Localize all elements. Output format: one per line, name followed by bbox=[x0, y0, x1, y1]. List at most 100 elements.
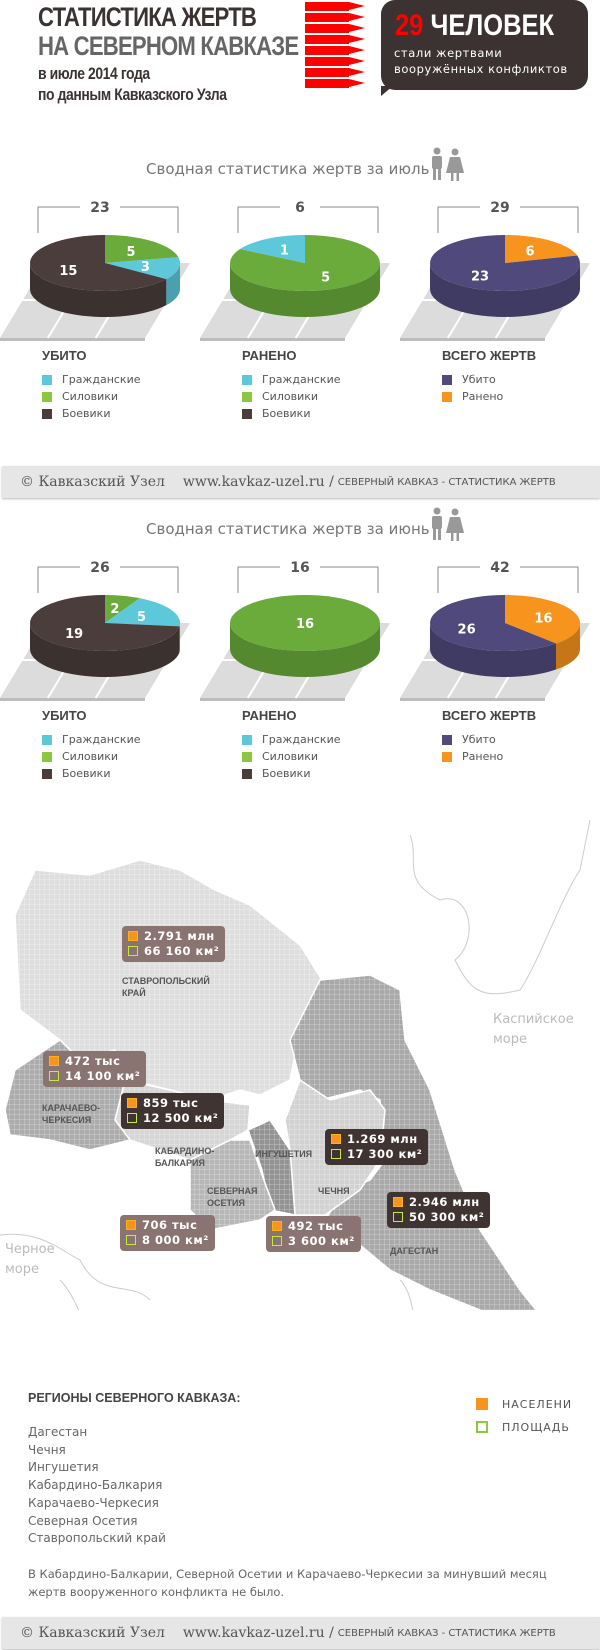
slice-value-label: 16 bbox=[296, 617, 314, 632]
population-value: 859 тыс bbox=[143, 1096, 199, 1110]
area-value: 12 500 км² bbox=[143, 1111, 219, 1125]
slice-value-label: 1 bbox=[280, 244, 289, 259]
population-icon bbox=[49, 1056, 59, 1066]
total-label: 6 bbox=[295, 200, 305, 216]
section-title: Сводная статистика жертв за июнь bbox=[146, 520, 430, 538]
population-value: 2.946 млн bbox=[409, 1195, 480, 1209]
people-icon bbox=[432, 507, 464, 541]
chart-label: УБИТО bbox=[42, 348, 87, 363]
pie-slice-side bbox=[430, 623, 557, 677]
legend-text: Убито bbox=[462, 733, 496, 746]
population-icon bbox=[393, 1197, 403, 1207]
legend-text: Убито bbox=[462, 373, 496, 386]
legend-text: Силовики bbox=[262, 750, 319, 763]
legend-item: Гражданские bbox=[42, 731, 141, 748]
chart-label: ВСЕГО ЖЕРТВ bbox=[442, 708, 537, 723]
region-callout[interactable]: 492 тыс 3 600 км² bbox=[266, 1216, 361, 1252]
area-value: 3 600 км² bbox=[288, 1234, 355, 1248]
legend-item: Силовики bbox=[242, 748, 341, 765]
legend-swatch bbox=[242, 734, 252, 745]
area-value: 50 300 км² bbox=[409, 1210, 485, 1224]
footer-bar-2: © Кавказский Узел www.kavkaz-uzel.ru / С… bbox=[2, 1617, 600, 1649]
footer-copyright: © Кавказский Узел bbox=[20, 474, 165, 490]
chart-label: УБИТО bbox=[42, 708, 87, 723]
bracket bbox=[437, 206, 579, 233]
legend-text: Силовики bbox=[62, 750, 119, 763]
population-icon bbox=[331, 1134, 341, 1144]
legend-swatch bbox=[442, 751, 452, 762]
region-list-item: Чечня bbox=[28, 1442, 66, 1457]
legend-item: Убито bbox=[442, 731, 536, 748]
population-value: 472 тыс bbox=[65, 1054, 121, 1068]
population-value: 2.791 млн bbox=[144, 929, 215, 943]
title-line-2: НА СЕВЕРНОМ КАВКАЗЕ bbox=[38, 31, 299, 61]
bracket bbox=[37, 206, 179, 233]
legend-item: Ранено bbox=[442, 748, 536, 765]
area-icon bbox=[126, 1235, 136, 1245]
legend-text: Гражданские bbox=[62, 373, 141, 386]
pie-slice bbox=[240, 235, 305, 263]
pie-chart: 23 53 15 bbox=[0, 200, 190, 341]
legend-swatch bbox=[42, 768, 52, 779]
footer-bar-1: © Кавказский Узел www.kavkaz-uzel.ru / С… bbox=[2, 466, 600, 498]
legend-text: Гражданские bbox=[62, 733, 141, 746]
bullets-decoration bbox=[305, 2, 367, 90]
region-list-item: Карачаево-Черкесия bbox=[28, 1495, 159, 1510]
population-icon bbox=[476, 1398, 488, 1410]
section-title: Сводная статистика жертв за июль bbox=[146, 160, 430, 178]
chart-legend: РАНЕНО Гражданские Силовики Боевики bbox=[242, 348, 341, 422]
area-value: 8 000 км² bbox=[142, 1233, 209, 1247]
people-icon bbox=[432, 147, 464, 181]
chart-legend: ВСЕГО ЖЕРТВ Убито Ранено bbox=[442, 708, 536, 765]
legend-item: Гражданские bbox=[242, 731, 341, 748]
legend-item: Боевики bbox=[242, 405, 341, 422]
pie-slice-side bbox=[430, 263, 580, 317]
pie-slice-side bbox=[230, 263, 380, 317]
legend-text: Боевики bbox=[262, 407, 311, 420]
slice-value-label: 15 bbox=[59, 264, 77, 279]
chart-legend: УБИТО Гражданские Силовики Боевики bbox=[42, 348, 141, 422]
legend-item: Гражданские bbox=[42, 371, 141, 388]
pie-chart: 42 16 26 bbox=[400, 560, 590, 701]
pie-slice bbox=[430, 595, 557, 651]
region-callout[interactable]: 1.269 млн 17 300 км² bbox=[325, 1129, 429, 1165]
area-icon bbox=[331, 1149, 341, 1159]
legend-item: Убито bbox=[442, 371, 536, 388]
footer-url[interactable]: www.kavkaz-uzel.ru / bbox=[182, 1625, 334, 1641]
region-list-item: Кабардино-Балкария bbox=[28, 1478, 163, 1493]
region-callout[interactable]: 2.791 млн 66 160 км² bbox=[122, 926, 226, 962]
region-label: КАБАРДИНО-БАЛКАРИЯ bbox=[155, 1146, 215, 1168]
region-label: СЕВЕРНАЯ ОСЕТИЯ bbox=[207, 1186, 258, 1208]
region-callout[interactable]: 2.946 млн 50 300 км² bbox=[387, 1192, 491, 1228]
legend-item: Силовики bbox=[242, 388, 341, 405]
slice-value-label: 6 bbox=[525, 245, 534, 260]
population-icon bbox=[272, 1221, 282, 1231]
legend-swatch bbox=[242, 408, 252, 419]
region-label: ДАГЕСТАН bbox=[390, 1246, 439, 1256]
area-value: 17 300 км² bbox=[347, 1147, 423, 1161]
region-list-item: Дагестан bbox=[28, 1425, 88, 1439]
regions-heading: РЕГИОНЫ СЕВЕРНОГО КАВКАЗА: bbox=[28, 1391, 241, 1405]
legend-swatch bbox=[242, 768, 252, 779]
pie-slice-side bbox=[166, 263, 180, 306]
region-callout[interactable]: 859 тыс 12 500 км² bbox=[121, 1093, 225, 1129]
summary-bubble: 29 ЧЕЛОВЕК стали жертвами вооружённых ко… bbox=[381, 0, 588, 90]
legend-text: Ранено bbox=[462, 390, 504, 403]
region-callout[interactable]: 706 тыс 8 000 км² bbox=[120, 1215, 215, 1251]
pie-chart: 29 6 23 bbox=[400, 200, 590, 341]
population-icon bbox=[127, 1098, 137, 1108]
coast-line bbox=[0, 1233, 151, 1301]
regions-note: В Кабардино-Балкарии, Северной Осетии и … bbox=[28, 1567, 547, 1599]
pie-slice bbox=[105, 598, 180, 627]
slice-value-label: 5 bbox=[137, 610, 146, 625]
region-callout[interactable]: 472 тыс 14 100 км² bbox=[43, 1051, 147, 1087]
footer-url[interactable]: www.kavkaz-uzel.ru / bbox=[182, 474, 334, 490]
chart-legend: ВСЕГО ЖЕРТВ Убито Ранено bbox=[442, 348, 536, 405]
total-label: 16 bbox=[290, 560, 309, 576]
legend-text: Гражданские bbox=[262, 373, 341, 386]
legend-text: Боевики bbox=[62, 407, 111, 420]
slice-value-label: 16 bbox=[534, 611, 552, 626]
bracket bbox=[37, 566, 179, 593]
legend-text: Ранено bbox=[462, 750, 504, 763]
